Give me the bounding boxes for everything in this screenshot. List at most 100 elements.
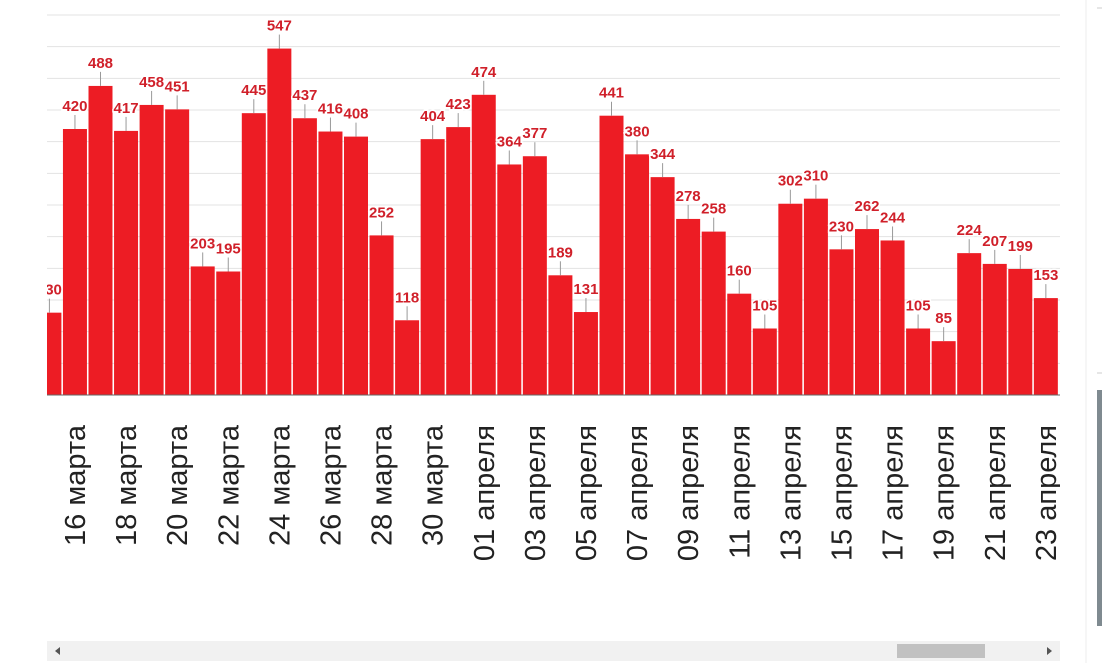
value-label: 451 <box>165 78 190 95</box>
value-label: 189 <box>548 244 573 261</box>
value-label: 118 <box>395 289 419 306</box>
bar <box>1008 268 1033 395</box>
bar <box>676 218 701 395</box>
x-tick-label: 26 марта <box>315 424 347 546</box>
value-label: 344 <box>650 146 676 163</box>
value-label: 310 <box>803 168 828 185</box>
bar <box>139 104 164 395</box>
bar <box>548 275 573 395</box>
value-label: 416 <box>318 101 343 118</box>
value-label: 203 <box>190 235 215 252</box>
bar <box>625 154 650 395</box>
bar <box>47 312 62 395</box>
scrollbar-thumb[interactable] <box>897 644 985 658</box>
value-label: 224 <box>957 222 983 239</box>
value-label: 252 <box>369 204 394 221</box>
value-label: 417 <box>114 100 139 117</box>
value-label: 488 <box>88 55 113 72</box>
bar <box>906 328 931 395</box>
value-label: 302 <box>778 173 803 190</box>
bar <box>267 48 292 396</box>
x-tick-label: 20 марта <box>162 424 194 546</box>
value-label: 437 <box>292 87 317 104</box>
x-tick-label: 23 апреля <box>1031 425 1063 561</box>
x-tick-label: 21 апреля <box>980 425 1012 561</box>
bar <box>1033 298 1058 395</box>
x-tick-label: 30 марта <box>418 424 450 546</box>
value-label: 364 <box>497 133 523 150</box>
bar <box>573 312 598 395</box>
value-label: 423 <box>446 96 471 113</box>
value-label: 441 <box>599 85 624 102</box>
bar <box>369 235 394 395</box>
bar <box>318 131 343 396</box>
bar <box>114 130 139 395</box>
bar <box>88 85 113 395</box>
value-label: 380 <box>625 123 650 140</box>
x-tick-label: 11 апреля <box>724 425 756 559</box>
bar <box>292 118 317 395</box>
bar <box>957 253 982 395</box>
value-label: 131 <box>573 281 598 298</box>
x-tick-label: 01 апреля <box>469 425 501 561</box>
value-label: 547 <box>267 18 292 35</box>
value-label: 404 <box>420 108 446 125</box>
bar <box>420 139 445 395</box>
value-label: 244 <box>880 209 906 226</box>
bar <box>752 328 777 395</box>
bar <box>471 94 496 396</box>
x-tick-label: 18 марта <box>111 424 143 546</box>
scroll-right[interactable] <box>1047 647 1052 655</box>
x-tick-label: 09 апреля <box>673 425 705 561</box>
x-tick-label: 24 марта <box>264 424 296 546</box>
bar <box>241 113 266 396</box>
x-tick-label: 22 марта <box>213 424 245 546</box>
bar <box>982 263 1007 395</box>
bar <box>522 156 547 395</box>
bar <box>446 127 471 395</box>
value-label: 130 <box>37 282 62 299</box>
value-label: 445 <box>241 82 266 99</box>
value-label: 278 <box>676 188 701 205</box>
value-label: 420 <box>62 98 87 115</box>
bar <box>165 109 190 395</box>
x-tick-label: 13 апреля <box>775 425 807 561</box>
sidebar-image <box>1097 390 1102 626</box>
bar <box>497 164 522 395</box>
x-tick-label: 17 апреля <box>878 425 910 561</box>
bar <box>62 129 87 395</box>
bar <box>344 136 368 395</box>
value-label: 153 <box>1033 267 1058 284</box>
value-label: 230 <box>829 218 854 235</box>
bar <box>190 266 215 395</box>
value-label: 85 <box>935 310 952 327</box>
value-label: 458 <box>139 74 164 91</box>
bar <box>395 320 420 395</box>
scroll-left[interactable] <box>55 647 60 655</box>
scrollbar-track[interactable] <box>47 641 1060 661</box>
value-label: 199 <box>1008 238 1033 255</box>
value-label: 195 <box>216 241 241 258</box>
bar <box>803 198 828 395</box>
bar <box>931 341 956 395</box>
bar <box>778 203 803 395</box>
x-tick-label: 03 апреля <box>520 425 552 561</box>
value-label: 160 <box>727 263 752 280</box>
x-tick-label: 07 апреля <box>622 425 654 561</box>
value-label: 105 <box>752 298 777 315</box>
value-label: 474 <box>471 64 497 81</box>
x-tick-label: 05 апреля <box>571 425 603 561</box>
bar <box>216 271 241 395</box>
value-label: 258 <box>701 201 726 218</box>
bar <box>855 229 879 395</box>
plot-area: 130 420 16 марта 488 417 18 марта 458 451 20 мар… <box>37 14 1063 561</box>
value-label: 377 <box>522 125 547 142</box>
value-label: 408 <box>343 106 368 123</box>
x-tick-label: 16 марта <box>60 424 92 546</box>
x-tick-label: 28 марта <box>367 424 399 546</box>
bar <box>701 231 726 395</box>
bar <box>599 115 624 395</box>
value-label: 207 <box>982 233 1007 250</box>
